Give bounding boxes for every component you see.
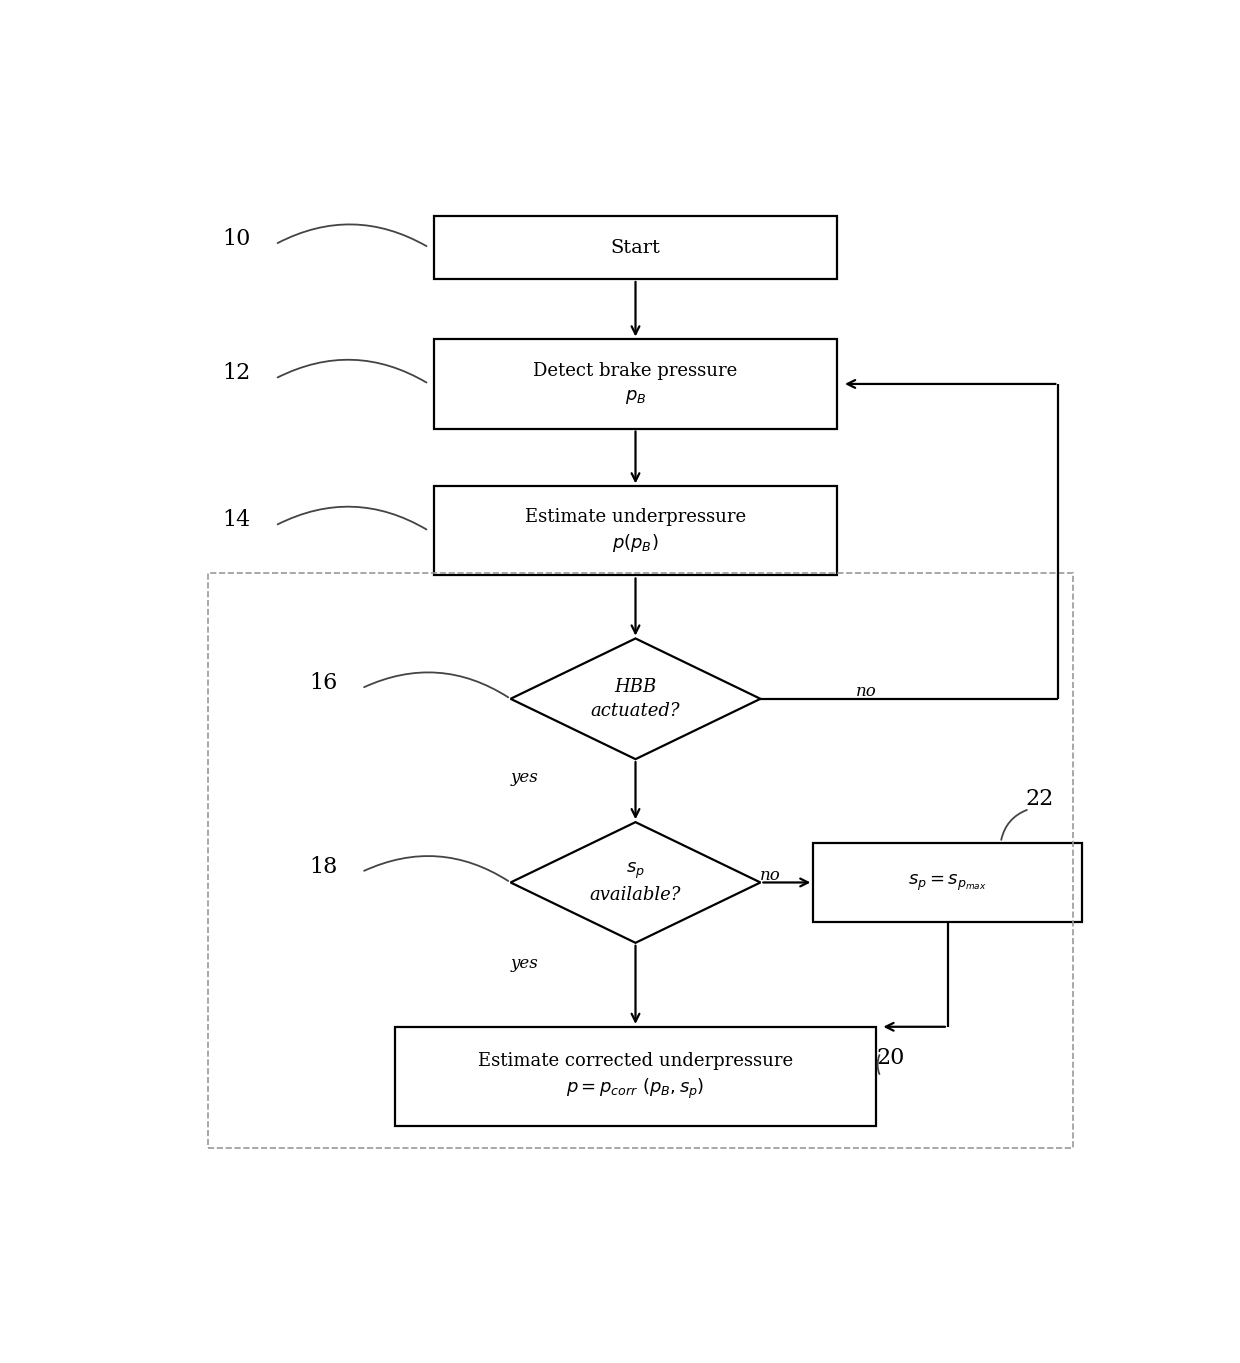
Text: 20: 20 [875, 1047, 904, 1069]
Text: 22: 22 [1025, 788, 1053, 810]
Text: Detect brake pressure
$p_B$: Detect brake pressure $p_B$ [533, 363, 738, 406]
Text: Start: Start [610, 239, 661, 256]
Text: 18: 18 [309, 856, 337, 878]
Bar [396, 1026, 875, 1126]
Text: yes: yes [511, 955, 539, 972]
Text: 10: 10 [222, 228, 250, 251]
Text: 12: 12 [222, 363, 250, 384]
Text: no: no [856, 683, 877, 701]
Bar [434, 217, 837, 279]
Bar [208, 572, 1073, 1148]
Text: Estimate corrected underpressure
$p=p_{corr}$ $(p_B, s_p)$: Estimate corrected underpressure $p=p_{c… [477, 1052, 794, 1101]
Text: $s_p = s_{p_{max}}$: $s_p = s_{p_{max}}$ [909, 872, 987, 893]
Bar [434, 339, 837, 428]
Polygon shape [511, 822, 760, 943]
Text: $s_p$
available?: $s_p$ available? [590, 860, 681, 905]
Polygon shape [511, 638, 760, 759]
Bar [813, 844, 1083, 921]
Text: Estimate underpressure
$p(p_B)$: Estimate underpressure $p(p_B)$ [525, 507, 746, 555]
Text: HBB
actuated?: HBB actuated? [590, 677, 681, 720]
Text: 14: 14 [222, 510, 250, 532]
Text: no: no [760, 867, 780, 883]
Text: yes: yes [511, 769, 539, 786]
Text: 16: 16 [309, 672, 337, 694]
Bar [434, 487, 837, 575]
